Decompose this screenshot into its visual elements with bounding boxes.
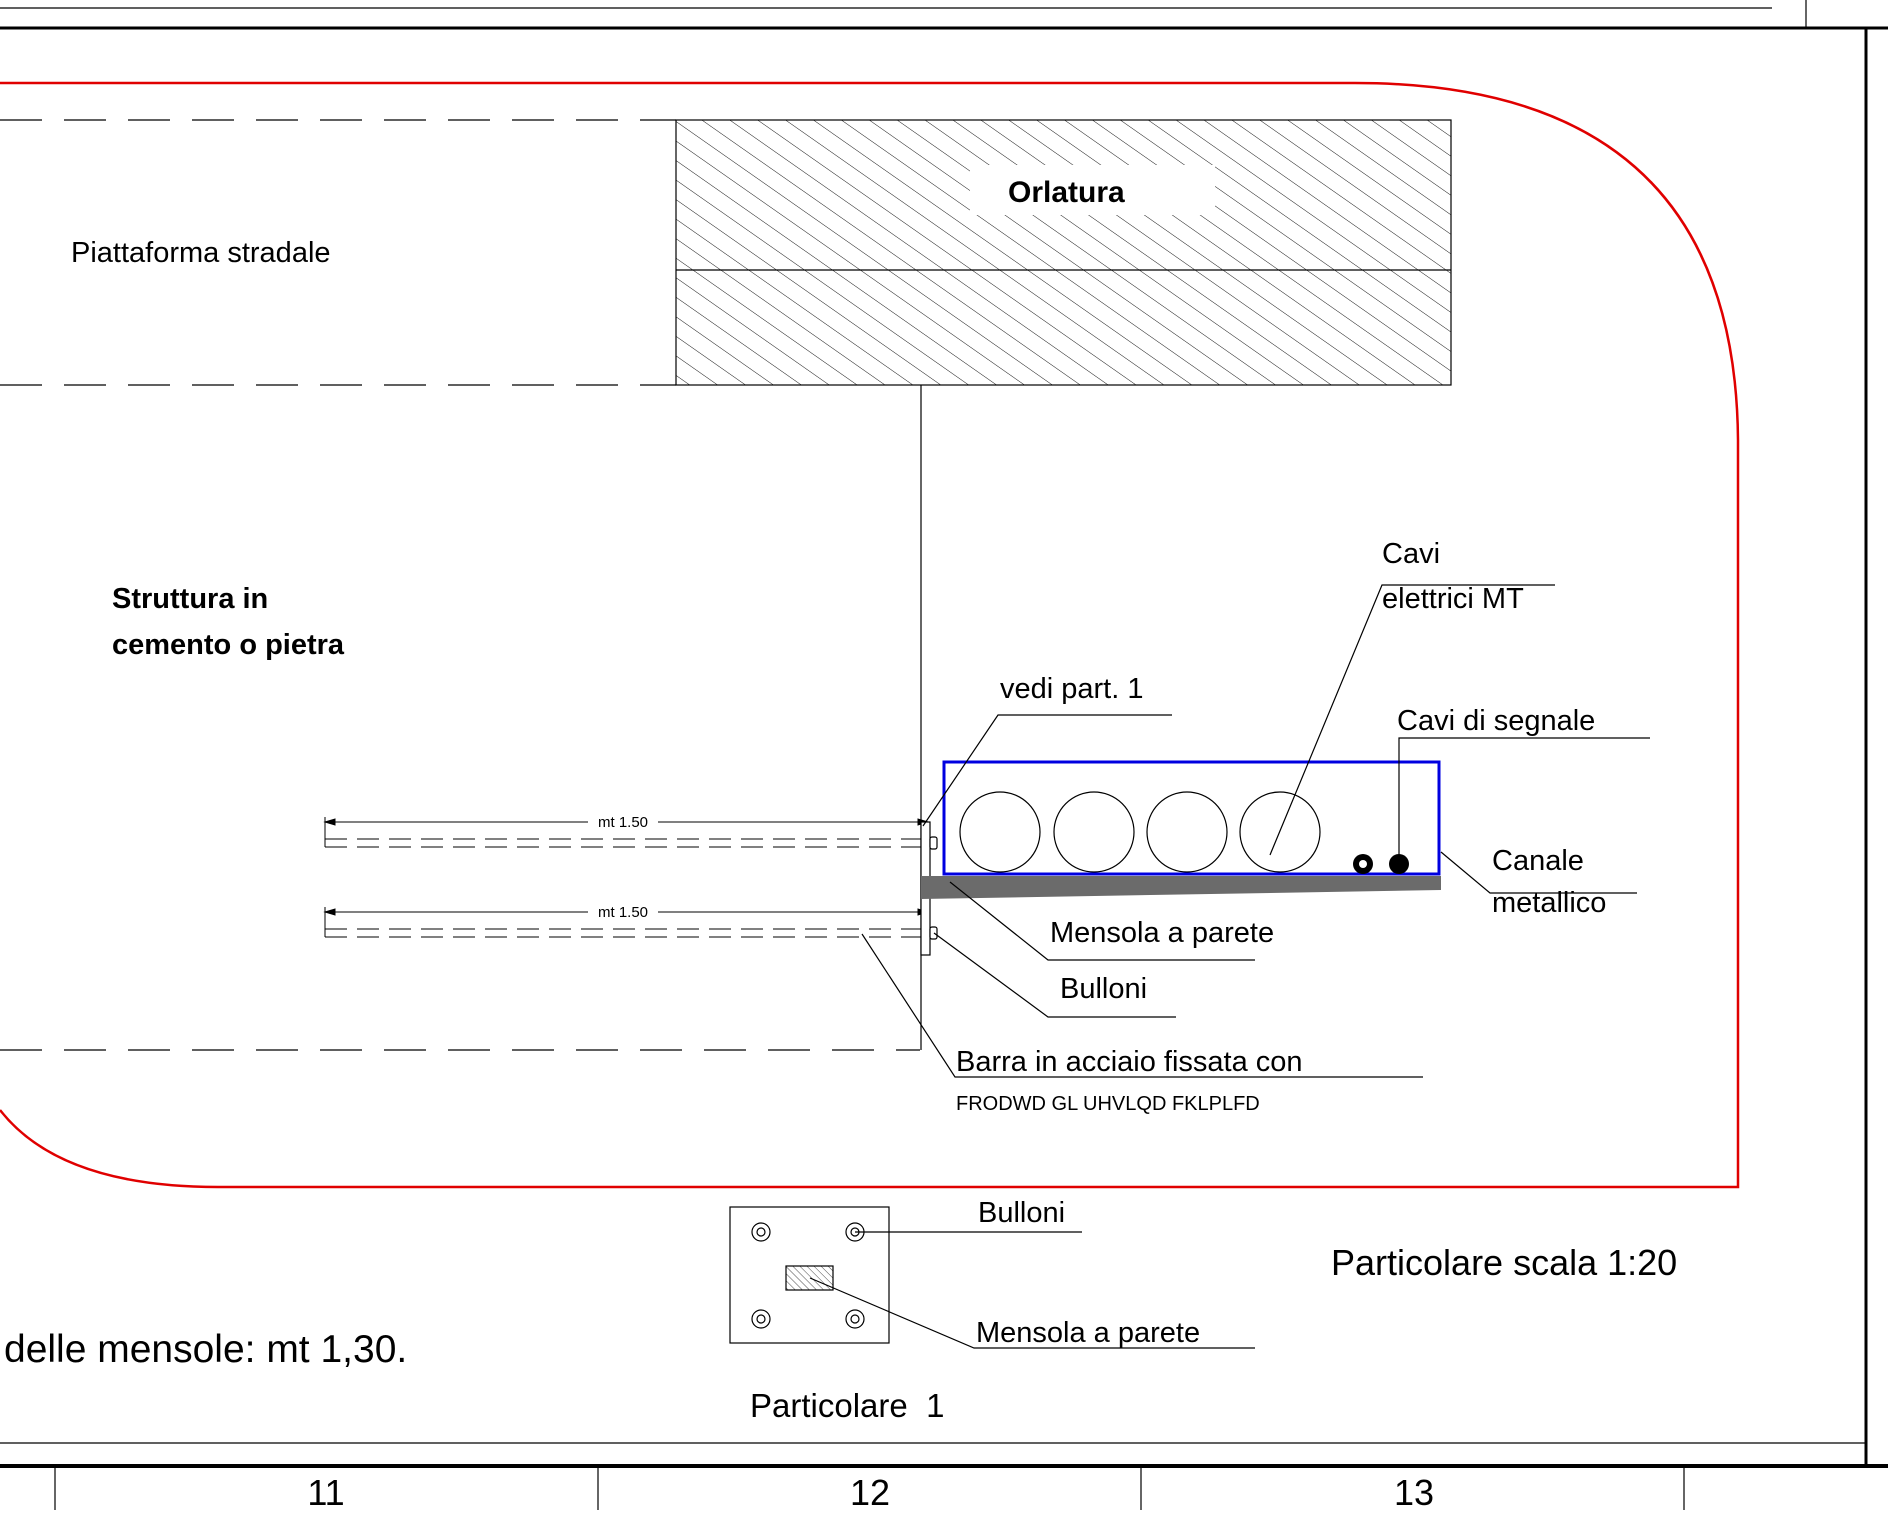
detail-bulloni-label: Bulloni: [978, 1197, 1065, 1229]
struttura-label-line2: cemento o pietra: [112, 629, 345, 661]
detail-mensola-label: Mensola a parete: [976, 1317, 1200, 1349]
sheet-frame: [0, 0, 1888, 1468]
leader-lines: [861, 584, 1650, 1078]
zone-dividers: [54, 1466, 1685, 1510]
signal-cables: [1353, 854, 1409, 874]
cavi-segnale-label: Cavi di segnale: [1397, 705, 1595, 737]
dimension-upper-label: mt 1.50: [598, 814, 648, 831]
orlatura-label: Orlatura: [1008, 176, 1125, 209]
canale-label-line2: metallico: [1492, 887, 1606, 919]
piattaforma-stradale-label: Piattaforma stradale: [71, 237, 331, 269]
vedi-part-label: vedi part. 1: [1000, 673, 1143, 705]
canale-label-line1: Canale: [1492, 845, 1584, 877]
orlatura-block: [675, 119, 1452, 386]
wall-bracket: [921, 876, 1441, 899]
cavi-mt-label-line2: elettrici MT: [1382, 583, 1524, 615]
bulloni-label: Bulloni: [1060, 973, 1147, 1005]
zone-number-12: 12: [850, 1472, 890, 1513]
struttura-label-line1: Struttura in: [112, 583, 268, 615]
anchor-bar-upper: [323, 817, 930, 848]
mt-cables: [959, 791, 1321, 873]
cavi-mt-label-line1: Cavi: [1382, 538, 1440, 570]
scale-note: Particolare scala 1:20: [1331, 1242, 1677, 1283]
zone-number-13: 13: [1394, 1472, 1434, 1513]
barra-label-line1: Barra in acciaio fissata con: [956, 1046, 1303, 1078]
detail-boundary-outline: [0, 81, 1740, 1189]
metal-channel: [942, 760, 1441, 876]
zone-number-11: 11: [307, 1472, 344, 1513]
barra-label-line2: FRODWD GL UHVLQD FKLPLFD: [956, 1093, 1260, 1115]
detail-title: Particolare 1: [750, 1387, 944, 1424]
mensole-note: delle mensole: mt 1,30.: [4, 1328, 407, 1371]
detail-leader-lines: [809, 1231, 1255, 1349]
mensola-label: Mensola a parete: [1050, 917, 1274, 949]
road-platform-dashes: [0, 119, 920, 1051]
detail-plate: [729, 1206, 890, 1344]
dimension-lower-label: mt 1.50: [598, 904, 648, 921]
